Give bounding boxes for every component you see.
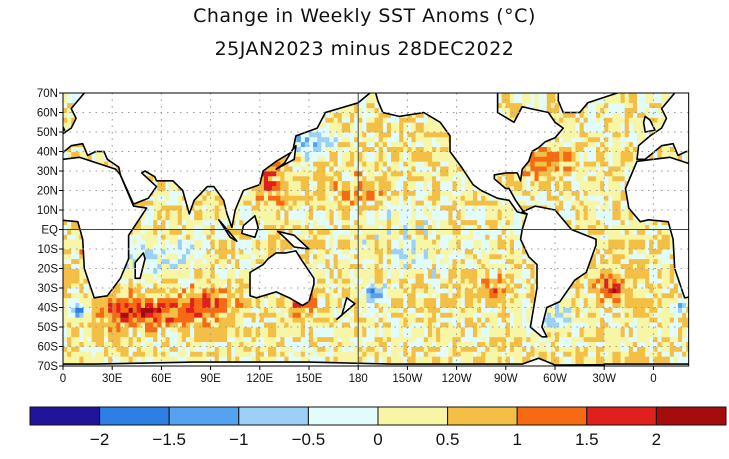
lat-tick-label: 10N (37, 205, 58, 217)
colorbar-label: −1.5 (152, 430, 186, 449)
lon-tick-label: 90W (494, 373, 518, 385)
map-title: Change in Weekly SST Anoms (°C) (193, 5, 536, 27)
lat-tick-label: 40S (38, 303, 59, 315)
land-newzealand (336, 296, 356, 321)
lon-tick-label: 90E (200, 373, 221, 385)
lat-tick-label: 40N (37, 147, 58, 159)
land-greenland (557, 93, 619, 114)
colorbar-swatch (99, 406, 170, 426)
lat-tick-label: 70S (38, 361, 59, 373)
land-madagascar (134, 252, 146, 280)
lat-tick-label: 20N (37, 186, 58, 198)
lon-tick-label: 120E (246, 373, 273, 385)
lat-tick-label: 60N (37, 108, 58, 120)
colorbar-label: 0 (373, 430, 382, 449)
lon-tick-label: 150E (296, 373, 323, 385)
colorbar-label: 0.5 (436, 430, 460, 449)
land-newguinea (276, 230, 310, 250)
colorbar-swatch (238, 406, 309, 426)
land-japan (275, 144, 297, 170)
lat-tick-label: 30N (37, 166, 58, 178)
colorbar-label: −1 (229, 430, 248, 449)
lat-tick-label: 50N (37, 127, 58, 139)
lon-tick-label: 60E (151, 373, 172, 385)
colorbar-swatch (447, 406, 518, 426)
land-africa (624, 156, 689, 299)
lon-tick-label: 180 (349, 373, 368, 385)
longitude-ticks: 0 30E 60E 90E 120E 150E 180 150W 120W 90W 60W 30W 0 (60, 366, 657, 385)
colorbar-swatch (516, 406, 588, 426)
land-africa (63, 156, 148, 299)
colorbar-swatch (29, 406, 101, 426)
land-madagascar (726, 253, 729, 278)
colorbar: −2 −1.5 −1 −0.5 0 0.5 1 1.5 2 (29, 406, 727, 449)
latitude-ticks: 70N 60N 50N 40N 30N 20N 10N EQ 10S 20S 30S 40S 50S 60… (37, 88, 63, 373)
lon-tick-label: 30W (592, 373, 616, 385)
colorbar-swatch (307, 406, 379, 426)
colorbar-label: −0.5 (292, 430, 326, 449)
lon-tick-label: 0 (650, 373, 656, 385)
lat-tick-label: 20S (38, 264, 59, 276)
colorbar-swatch (168, 406, 240, 426)
colorbar-swatch (377, 406, 449, 426)
lon-tick-label: 60W (543, 373, 567, 385)
land-namerica (374, 93, 565, 215)
map-frame (62, 92, 690, 367)
land-borneo (241, 215, 260, 239)
land-sumatra (218, 219, 238, 242)
land-eurasia (63, 93, 372, 229)
lat-tick-label: 50S (38, 322, 59, 334)
colorbar-label: 1 (512, 430, 521, 449)
land-eurasia (636, 93, 689, 161)
colorbar-swatch (655, 406, 727, 426)
lat-tick-label: 70N (37, 88, 58, 100)
land-antarctica (63, 357, 689, 366)
colorbar-swatch (586, 406, 657, 426)
lon-tick-label: 30E (102, 373, 123, 385)
colorbar-label: 2 (652, 430, 661, 449)
lon-tick-label: 0 (60, 373, 66, 385)
lon-tick-label: 150W (392, 373, 422, 385)
lon-tick-label: 120W (442, 373, 472, 385)
map-subtitle: 25JAN2023 minus 28DEC2022 (214, 38, 515, 60)
lat-tick-label: 60S (38, 342, 59, 354)
land-australia (249, 250, 315, 307)
lat-tick-label: 10S (38, 244, 59, 256)
lat-tick-label: EQ (41, 225, 58, 237)
colorbar-label: −2 (90, 430, 109, 449)
land-uk (642, 115, 656, 133)
land-samerica (519, 205, 597, 338)
colorbar-label: 1.5 (575, 430, 599, 449)
gridlines (63, 93, 689, 366)
land-masses (63, 93, 729, 366)
lat-tick-label: 30S (38, 283, 59, 295)
